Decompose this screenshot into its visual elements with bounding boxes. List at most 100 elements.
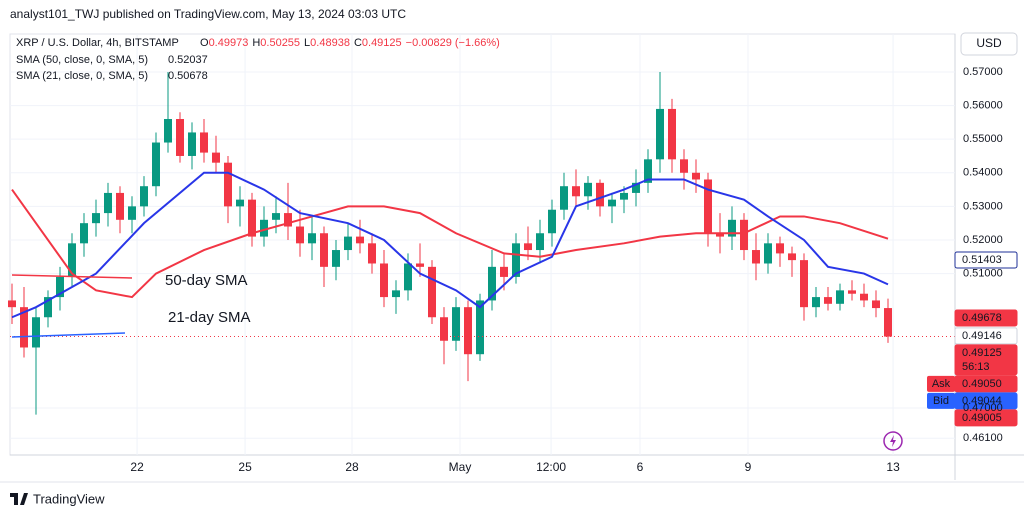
- price-tag-name-bg: [927, 392, 955, 409]
- x-tick-label: 13: [886, 460, 900, 474]
- candle-body: [824, 297, 832, 304]
- candle-body: [872, 300, 880, 309]
- candle-body: [128, 206, 136, 220]
- annotation: 21-day SMA: [168, 309, 251, 326]
- candle-body: [680, 159, 688, 173]
- candle-body: [620, 192, 628, 200]
- candle-body: [644, 159, 652, 183]
- candle-body: [788, 253, 796, 261]
- ohlc-key: L: [304, 37, 310, 49]
- symbol: XRP / U.S. Dollar, 4h, BITSTAMP: [16, 37, 179, 49]
- candle-body: [344, 236, 352, 251]
- currency: USD: [976, 36, 1002, 50]
- x-tick-label: May: [449, 460, 472, 474]
- candle-body: [92, 213, 100, 224]
- candle-body: [548, 209, 556, 234]
- x-tick-label: 22: [130, 460, 144, 474]
- price-tag: [954, 344, 1018, 376]
- price-tag-label: 0.49146: [962, 330, 1002, 342]
- candle-body: [188, 132, 196, 156]
- candle-body: [248, 199, 256, 237]
- candle-body: [716, 233, 724, 237]
- candle-body: [260, 219, 268, 237]
- candle-body: [632, 182, 640, 193]
- candle-body: [800, 260, 808, 308]
- ohlc: O0.49973 H0.50255 L0.48938 C0.49125 −0.00829…: [200, 37, 500, 49]
- candle-body: [596, 182, 604, 207]
- candle-body: [356, 236, 364, 244]
- candle-body: [308, 233, 316, 244]
- annotation: 50-day SMA: [165, 272, 248, 289]
- candle-body: [236, 199, 244, 207]
- candle-body: [404, 263, 412, 291]
- legend-sma-value: 0.52037: [168, 54, 208, 66]
- candle-body: [740, 219, 748, 251]
- price-tag-label: 0.49044: [962, 395, 1002, 407]
- x-tick-label: 6: [637, 460, 644, 474]
- y-tick-label: 0.47000: [963, 402, 1003, 414]
- candle-body: [848, 290, 856, 294]
- candle-body: [512, 243, 520, 277]
- candle-body: [140, 186, 148, 207]
- currency-button[interactable]: [960, 32, 1018, 56]
- candle-body: [200, 132, 208, 153]
- candle-body: [728, 219, 736, 237]
- price-tag: [954, 251, 1018, 269]
- price-tags: 0.51403 0.49678 0.49146 0.49125 56:13 0.49050…: [927, 251, 1018, 427]
- legend-sma-value: 0.50678: [168, 70, 208, 82]
- countdown: 56:13: [962, 361, 990, 373]
- y-tick-label: 0.51000: [963, 267, 1003, 279]
- candle-body: [212, 152, 220, 163]
- ohlc-value: 0.48938: [310, 37, 350, 49]
- candle-body: [524, 243, 532, 251]
- x-tick-label: 28: [345, 460, 359, 474]
- candle-body: [368, 243, 376, 264]
- candle-body: [392, 290, 400, 298]
- candle-body: [560, 186, 568, 210]
- candle-body: [656, 108, 664, 160]
- price-tag-name-bg: [927, 375, 955, 392]
- ohlc-key: O: [200, 37, 209, 49]
- y-tick-label: 0.53000: [963, 200, 1003, 212]
- candle-body: [320, 233, 328, 267]
- publisher: analyst101_TWJ published on TradingView.…: [10, 7, 406, 21]
- ohlc-key: H: [252, 37, 260, 49]
- candle-body: [500, 266, 508, 277]
- legend: XRP / U.S. Dollar, 4h, BITSTAMP O0.49973…: [16, 37, 500, 82]
- price-tag-label: 0.49050: [962, 378, 1002, 390]
- price-tag: [954, 309, 1018, 327]
- candle-body: [104, 192, 112, 214]
- candle-body: [836, 290, 844, 304]
- candle-body: [572, 186, 580, 197]
- lightning-icon[interactable]: [883, 431, 903, 451]
- candle-body: [68, 243, 76, 277]
- candle-body: [812, 297, 820, 308]
- candle-body: [776, 243, 784, 254]
- ohlc-value: 0.49973: [209, 37, 249, 49]
- candle-body: [608, 199, 616, 207]
- candle-body: [752, 250, 760, 264]
- y-tick-label: 0.46100: [963, 432, 1003, 444]
- candle-body: [296, 226, 304, 244]
- annotation-line: [11, 274, 133, 279]
- sma-line: [11, 171, 889, 319]
- price-tag-label: 0.51403: [962, 254, 1002, 266]
- legend-sma: SMA (21, close, 0, SMA, 5): [16, 70, 148, 82]
- candle-body: [116, 192, 124, 220]
- y-tick-label: 0.55000: [963, 133, 1003, 145]
- ohlc-value: 0.49125: [362, 37, 402, 49]
- price-tag: [954, 409, 1018, 427]
- change: −0.00829 (−1.66%): [406, 37, 500, 49]
- y-tick-label: 0.57000: [963, 66, 1003, 78]
- candle-body: [584, 182, 592, 197]
- brand: TradingView: [33, 491, 105, 506]
- marks: [8, 71, 955, 415]
- ohlc-value: 0.50255: [260, 37, 300, 49]
- price-tag: [954, 327, 1018, 345]
- legend-sma: SMA (50, close, 0, SMA, 5): [16, 54, 148, 66]
- candle-body: [20, 307, 28, 348]
- y-tick-label: 0.56000: [963, 99, 1003, 111]
- candle-body: [224, 162, 232, 207]
- x-tick-label: 12:00: [536, 460, 566, 474]
